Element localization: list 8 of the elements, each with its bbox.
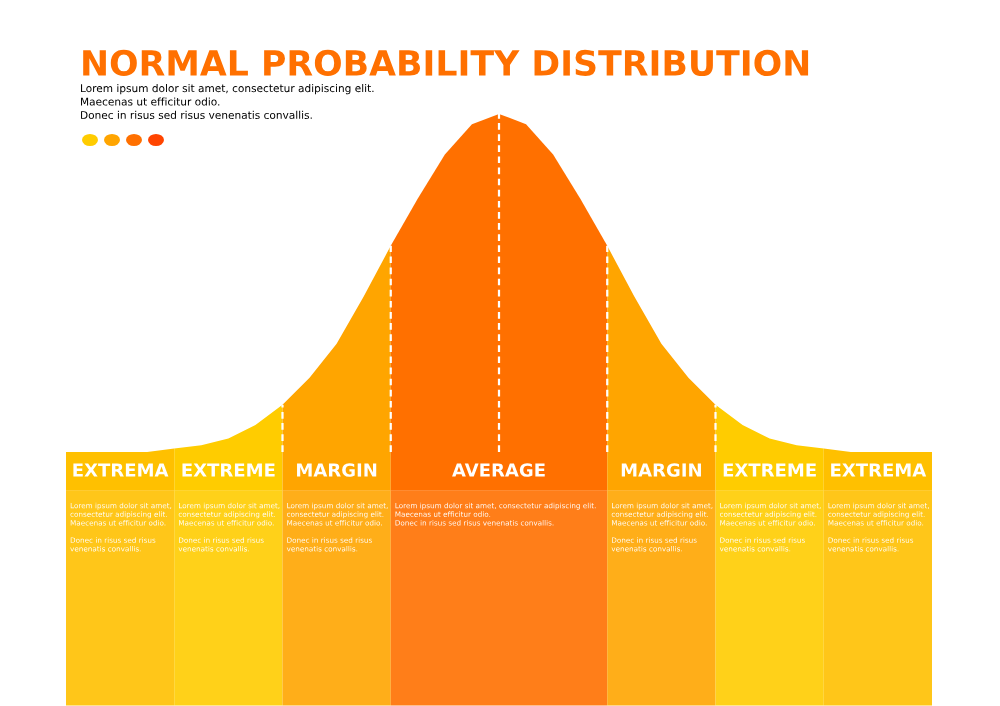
text: EXTREME [723,463,816,477]
chart-title: NORMAL PROBABILITY DISTRIBUTION [83,49,809,77]
text: EXTREME [182,463,275,477]
text: EXTREMA [73,463,169,477]
text: MARGIN [297,463,377,477]
text: AVERAGE [452,463,545,477]
text: MARGIN [621,463,701,477]
text: EXTREMA [831,463,927,477]
